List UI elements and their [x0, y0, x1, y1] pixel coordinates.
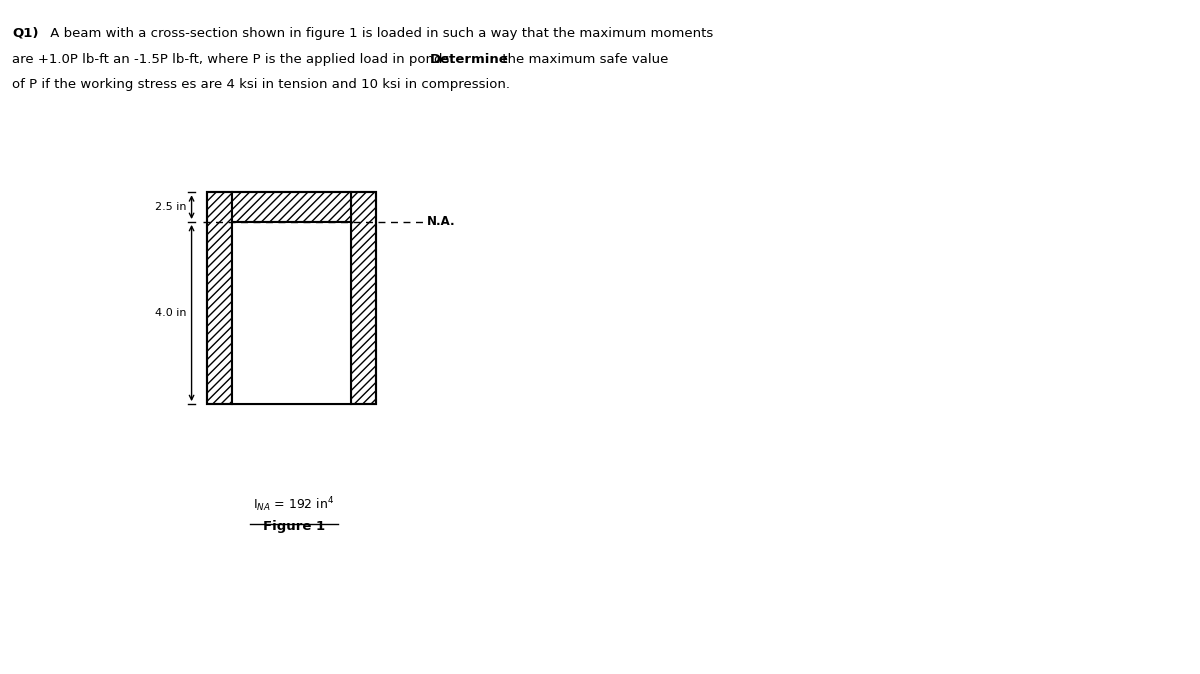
Text: the maximum safe value: the maximum safe value: [498, 53, 668, 65]
Polygon shape: [233, 192, 350, 222]
Text: 4.0 in: 4.0 in: [155, 308, 186, 318]
Text: 2.5 in: 2.5 in: [155, 202, 186, 212]
Text: Q1): Q1): [12, 27, 38, 40]
Text: Figure 1: Figure 1: [263, 520, 325, 533]
Text: of P if the working stress es are 4 ksi in tension and 10 ksi in compression.: of P if the working stress es are 4 ksi …: [12, 78, 510, 91]
Polygon shape: [350, 192, 377, 404]
Polygon shape: [233, 222, 350, 404]
Text: I$_{NA}$ = 192 in$^4$: I$_{NA}$ = 192 in$^4$: [253, 495, 335, 514]
Text: are +1.0P lb-ft an -1.5P lb-ft, where P is the applied load in ponds.: are +1.0P lb-ft an -1.5P lb-ft, where P …: [12, 53, 457, 65]
Text: N.A.: N.A.: [427, 216, 456, 228]
Polygon shape: [206, 192, 233, 404]
Text: Determine: Determine: [430, 53, 509, 65]
Text: A beam with a cross-section shown in figure 1 is loaded in such a way that the m: A beam with a cross-section shown in fig…: [46, 27, 713, 40]
